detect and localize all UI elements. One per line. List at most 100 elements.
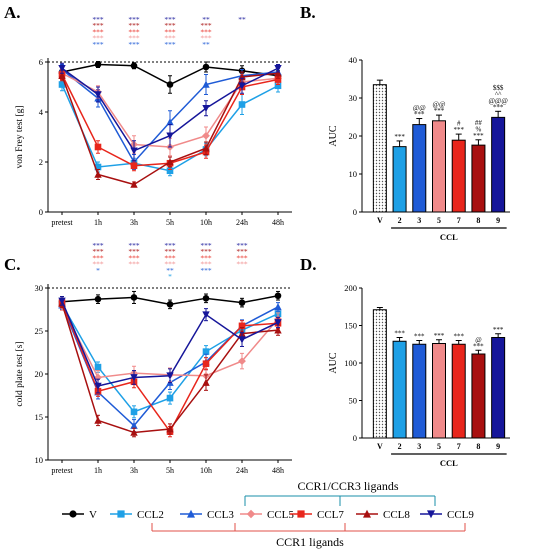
significance-mark: *** [128, 15, 140, 24]
significance-mark: *** [164, 253, 176, 262]
data-point [166, 372, 174, 380]
panel-a-line-chart: 0 2 4 6 pretest 1h 3h 5h 10h 24h 48h von Frey test … [15, 15, 292, 227]
significance-mark: *** [164, 40, 176, 49]
legend-item-ccl8: CCL8 [356, 509, 410, 521]
y-tick-label: 40 [349, 55, 358, 65]
significance-mark: *** [164, 247, 176, 256]
y-tick-label: 4 [39, 107, 44, 117]
x-tick-label: V [377, 442, 383, 451]
bar [392, 146, 407, 213]
data-point [130, 180, 138, 188]
data-point [274, 82, 282, 90]
legend-marker [117, 510, 125, 518]
y-tick-label: 30 [35, 283, 44, 293]
significance-mark: *** [128, 253, 140, 262]
x-tick-label: 9 [496, 442, 500, 451]
data-point [238, 336, 246, 344]
data-point [274, 319, 282, 327]
significance-mark: *** [164, 27, 176, 36]
significance-mark: *** [200, 253, 212, 262]
significance-mark: *** [92, 34, 104, 43]
group-label: CCL [440, 232, 458, 242]
bar [451, 139, 466, 213]
legend-marker [297, 510, 305, 518]
data-point [238, 82, 246, 90]
y-tick-label: 15 [35, 412, 44, 422]
data-point [58, 81, 66, 88]
data-point [202, 378, 210, 386]
bar-annotation: *** [434, 107, 445, 115]
legend-marker [246, 509, 256, 519]
legend-item-ccl3: CCL3 [180, 509, 234, 521]
bar-annotation: # [457, 120, 461, 128]
ccr1-ccr3-bracket [244, 495, 436, 506]
data-point [166, 301, 174, 308]
significance-mark: *** [128, 34, 140, 43]
data-point [130, 147, 138, 155]
significance-mark: *** [200, 260, 212, 269]
bar [372, 309, 387, 439]
significance-mark: *** [236, 241, 248, 250]
data-point [166, 118, 174, 126]
bar-annotation: @@@ [488, 97, 508, 105]
x-tick-label: 3 [417, 216, 421, 225]
data-point [94, 363, 102, 371]
y-tick-label: 10 [349, 169, 358, 179]
x-tick-label: 8 [476, 442, 480, 451]
bar-annotation: @@ [433, 101, 446, 109]
legend-marker [187, 509, 195, 518]
significance-mark: *** [164, 21, 176, 30]
y-tick-label: 0 [353, 433, 357, 443]
panel-letter-d: D. [300, 255, 317, 274]
x-tick-label: V [377, 216, 383, 225]
data-point [58, 71, 66, 80]
bar [451, 343, 466, 439]
data-point [58, 64, 66, 73]
data-point [130, 421, 138, 429]
data-point [202, 104, 210, 113]
significance-mark: *** [164, 260, 176, 269]
significance-mark: *** [200, 34, 212, 43]
panel-letter-b: B. [300, 3, 316, 22]
bar [471, 144, 486, 213]
y-tick-label: 100 [344, 358, 357, 368]
data-point [202, 63, 210, 71]
x-tick-label: 7 [457, 442, 461, 451]
significance-mark: *** [92, 27, 104, 36]
x-tick-label: 9 [496, 216, 500, 225]
data-point [94, 91, 102, 99]
panel-c-line-chart: 10 15 20 25 30 pretest 1h 3h 5h 10h 24h 48h cold pla… [15, 241, 292, 475]
significance-mark: *** [92, 40, 104, 49]
legend-label: CCL8 [383, 509, 410, 521]
data-point [202, 144, 210, 152]
data-point [274, 76, 282, 83]
y-axis-label: von Frey test [g] [15, 105, 25, 168]
y-axis-label: AUC [328, 125, 339, 146]
x-tick-label: 5 [437, 442, 441, 451]
significance-mark: *** [200, 21, 212, 30]
significance-mark: *** [128, 21, 140, 30]
series-line [61, 302, 279, 434]
significance-mark: *** [164, 15, 176, 24]
significance-mark: *** [128, 260, 140, 269]
data-point [94, 382, 102, 390]
bar-annotation: *** [394, 133, 405, 141]
bar-annotation: *** [453, 333, 464, 341]
x-tick-label: pretest [51, 218, 73, 227]
y-tick-label: 150 [344, 321, 357, 331]
bar [432, 343, 446, 439]
x-tick-label: 48h [272, 218, 284, 227]
x-tick-label: 3 [417, 442, 421, 451]
legend: V CCL2 CCL3 CCL5 CCL7 CCL8 CCL9 CCR1/CCR3 liga… [62, 479, 474, 549]
y-tick-label: 6 [39, 57, 43, 67]
significance-mark: *** [92, 15, 104, 24]
data-point [274, 69, 282, 77]
x-tick-label: 2 [398, 442, 402, 451]
data-point [94, 143, 102, 151]
ccr1-ccr3-label: CCR1/CCR3 ligands [297, 479, 398, 493]
data-point [94, 295, 102, 303]
legend-item-ccl5: CCL5 [240, 509, 294, 521]
bar-annotation: % [476, 125, 482, 133]
series-v [58, 290, 282, 310]
